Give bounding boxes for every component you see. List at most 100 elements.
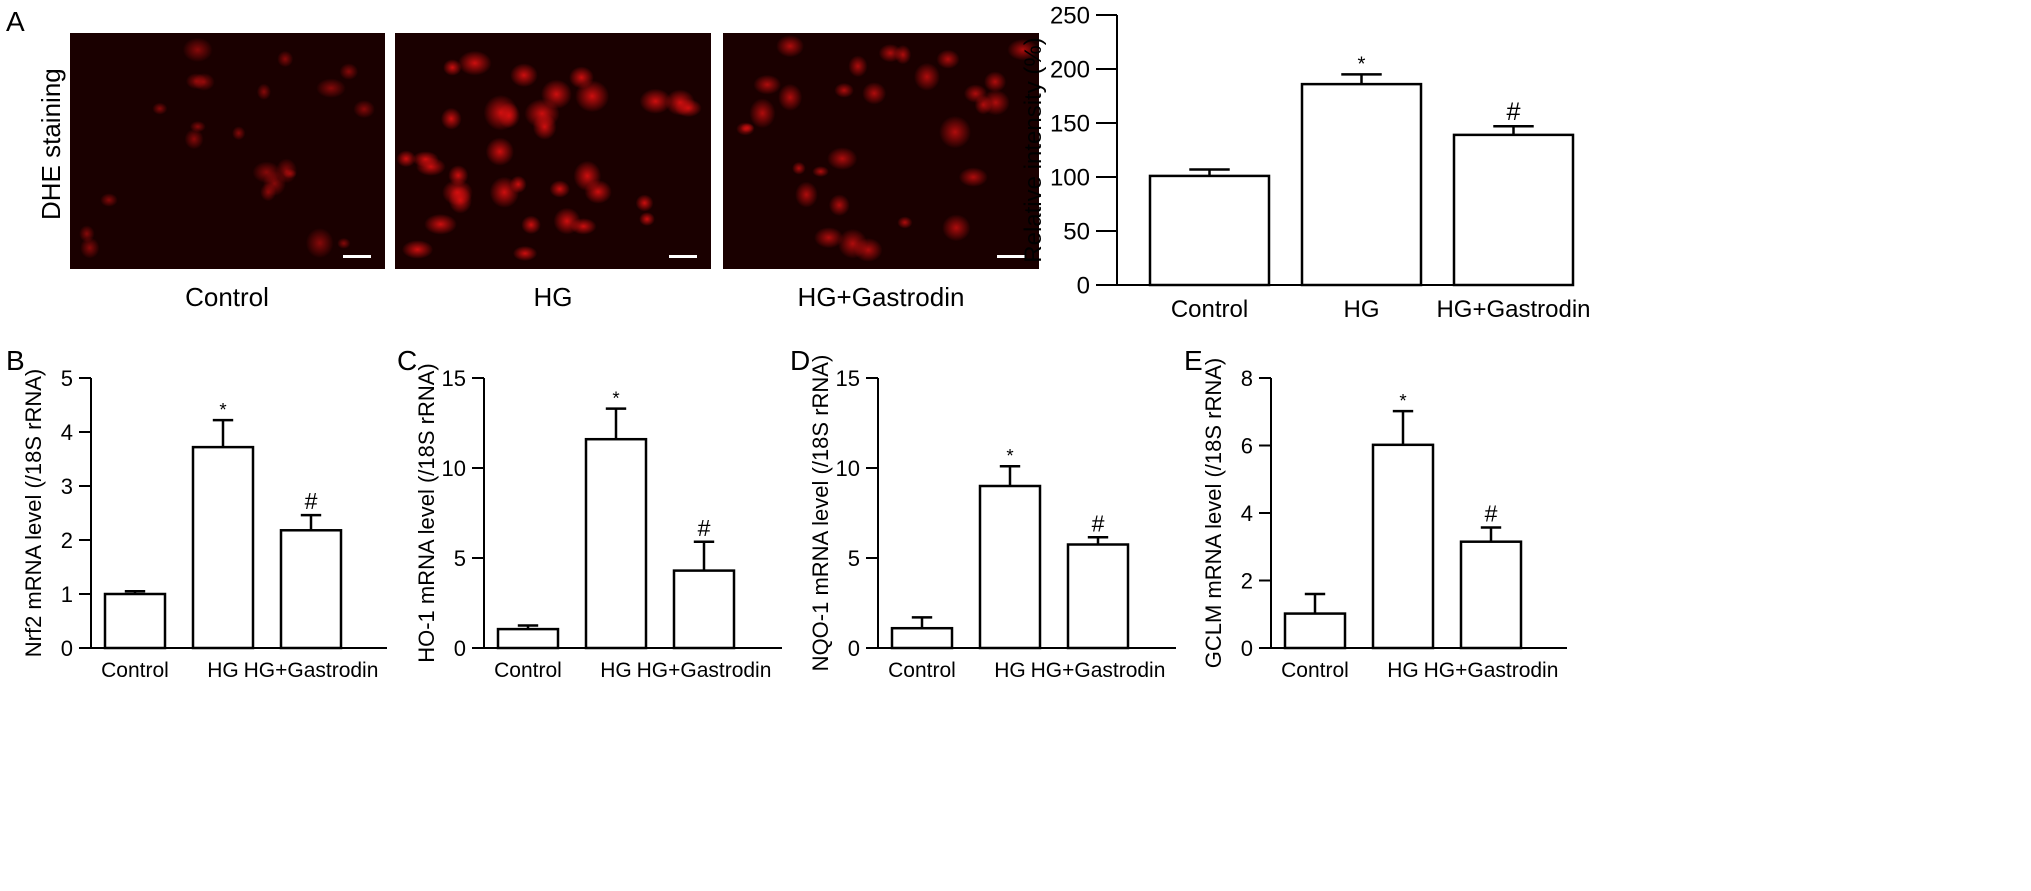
cell-signal	[512, 245, 538, 262]
cell-signal	[485, 137, 514, 166]
bar	[1148, 174, 1271, 287]
bar	[1300, 82, 1423, 287]
cell-signal	[776, 35, 805, 58]
y-tick-label: 4	[61, 420, 73, 445]
cell-signal	[795, 181, 818, 208]
bar	[496, 627, 560, 650]
bar	[1283, 612, 1347, 650]
cell-signal	[792, 161, 806, 175]
y-tick-label: 2	[61, 528, 73, 553]
cell-signal	[827, 147, 858, 171]
y-tick-label: 1	[61, 582, 73, 607]
cell-signal	[100, 193, 118, 207]
x-tick-label: Control	[1171, 296, 1248, 323]
x-tick-label: HG+Gastrodin	[244, 659, 379, 682]
cell-signal	[812, 166, 829, 177]
x-tick-label: Control	[101, 659, 169, 682]
x-tick-label: HG+Gastrodin	[1031, 659, 1166, 682]
x-tick-label: HG	[1387, 659, 1419, 682]
cell-signal	[639, 212, 655, 227]
cell-signal	[854, 238, 883, 262]
cell-signal	[184, 128, 204, 150]
y-tick-label: 3	[61, 474, 73, 499]
y-tick-label: 100	[1050, 165, 1090, 192]
y-tick-label: 0	[1077, 273, 1090, 300]
cell-signal	[521, 215, 541, 235]
x-tick-label: HG	[994, 659, 1026, 682]
cell-signal	[316, 78, 346, 98]
significance-marker: #	[1485, 501, 1498, 527]
y-tick-label: 0	[61, 636, 73, 661]
bar	[978, 484, 1042, 650]
cell-signal	[878, 43, 902, 63]
bar	[1452, 133, 1575, 287]
x-tick-label: HG	[207, 659, 239, 682]
bar	[672, 569, 736, 650]
cell-signal	[189, 121, 206, 133]
y-axis-label: GCLM mRNA level (/18S rRNA)	[1201, 358, 1226, 669]
x-tick-label: HG+Gastrodin	[1424, 659, 1559, 682]
significance-marker: #	[698, 515, 711, 541]
cell-signal	[573, 160, 602, 192]
y-tick-label: 15	[836, 366, 860, 391]
cell-signal	[80, 237, 100, 259]
cell-signal	[749, 98, 776, 129]
x-tick-label: HG+Gastrodin	[637, 659, 772, 682]
micrograph-background	[723, 33, 1039, 269]
cell-signal	[553, 207, 581, 235]
y-axis-label: NQO-1 mRNA level (/18S rRNA)	[808, 355, 833, 672]
cell-signal	[549, 180, 571, 198]
micrograph-label-hg-gastrodin: HG+Gastrodin	[797, 282, 965, 312]
cell-signal	[337, 237, 351, 249]
cell-signal	[942, 214, 971, 242]
cell-signal	[639, 88, 672, 114]
cell-signal	[753, 74, 782, 95]
y-tick-label: 250	[1050, 3, 1090, 30]
y-tick-label: 0	[848, 636, 860, 661]
cell-signal	[524, 98, 560, 129]
cell-signal	[458, 50, 492, 76]
cell-signal	[262, 170, 286, 197]
y-axis-label: Relative intensity (%)	[1020, 37, 1047, 262]
panel-letter-e: E	[1184, 345, 1203, 376]
bar	[103, 592, 167, 650]
cell-signal	[277, 50, 294, 68]
y-tick-label: 200	[1050, 57, 1090, 84]
cell-signal	[981, 89, 1010, 116]
bar	[890, 626, 954, 650]
cell-signal	[913, 62, 941, 91]
panel-letter-c: C	[397, 345, 418, 376]
micrograph-control	[70, 33, 385, 269]
cell-signal	[192, 73, 215, 91]
cell-signal	[443, 59, 462, 76]
x-tick-label: Control	[494, 659, 562, 682]
x-tick-label: HG	[1344, 296, 1380, 323]
panel-letter-a: A	[6, 6, 25, 37]
y-tick-label: 2	[1241, 568, 1253, 593]
bar	[1459, 540, 1523, 650]
y-tick-label: 5	[848, 546, 860, 571]
cell-signal	[396, 150, 416, 168]
scale-bar	[343, 255, 371, 258]
cell-signal	[401, 240, 434, 259]
x-tick-label: HG	[600, 659, 632, 682]
y-axis-label: HO-1 mRNA level (/18S rRNA)	[414, 363, 439, 663]
cell-signal	[339, 63, 359, 81]
cell-signal	[897, 216, 913, 229]
significance-marker: #	[1092, 510, 1105, 536]
y-tick-label: 10	[442, 456, 466, 481]
cell-signal	[232, 126, 246, 141]
panel-letter-b: B	[6, 345, 25, 376]
cell-signal	[939, 115, 972, 149]
significance-marker: *	[1006, 445, 1013, 466]
y-tick-label: 5	[61, 366, 73, 391]
significance-marker: #	[305, 488, 318, 514]
cell-signal	[416, 157, 446, 176]
cell-signal	[569, 66, 594, 89]
cell-signal	[509, 175, 527, 194]
cell-signal	[510, 63, 538, 88]
cell-signal	[958, 167, 988, 187]
